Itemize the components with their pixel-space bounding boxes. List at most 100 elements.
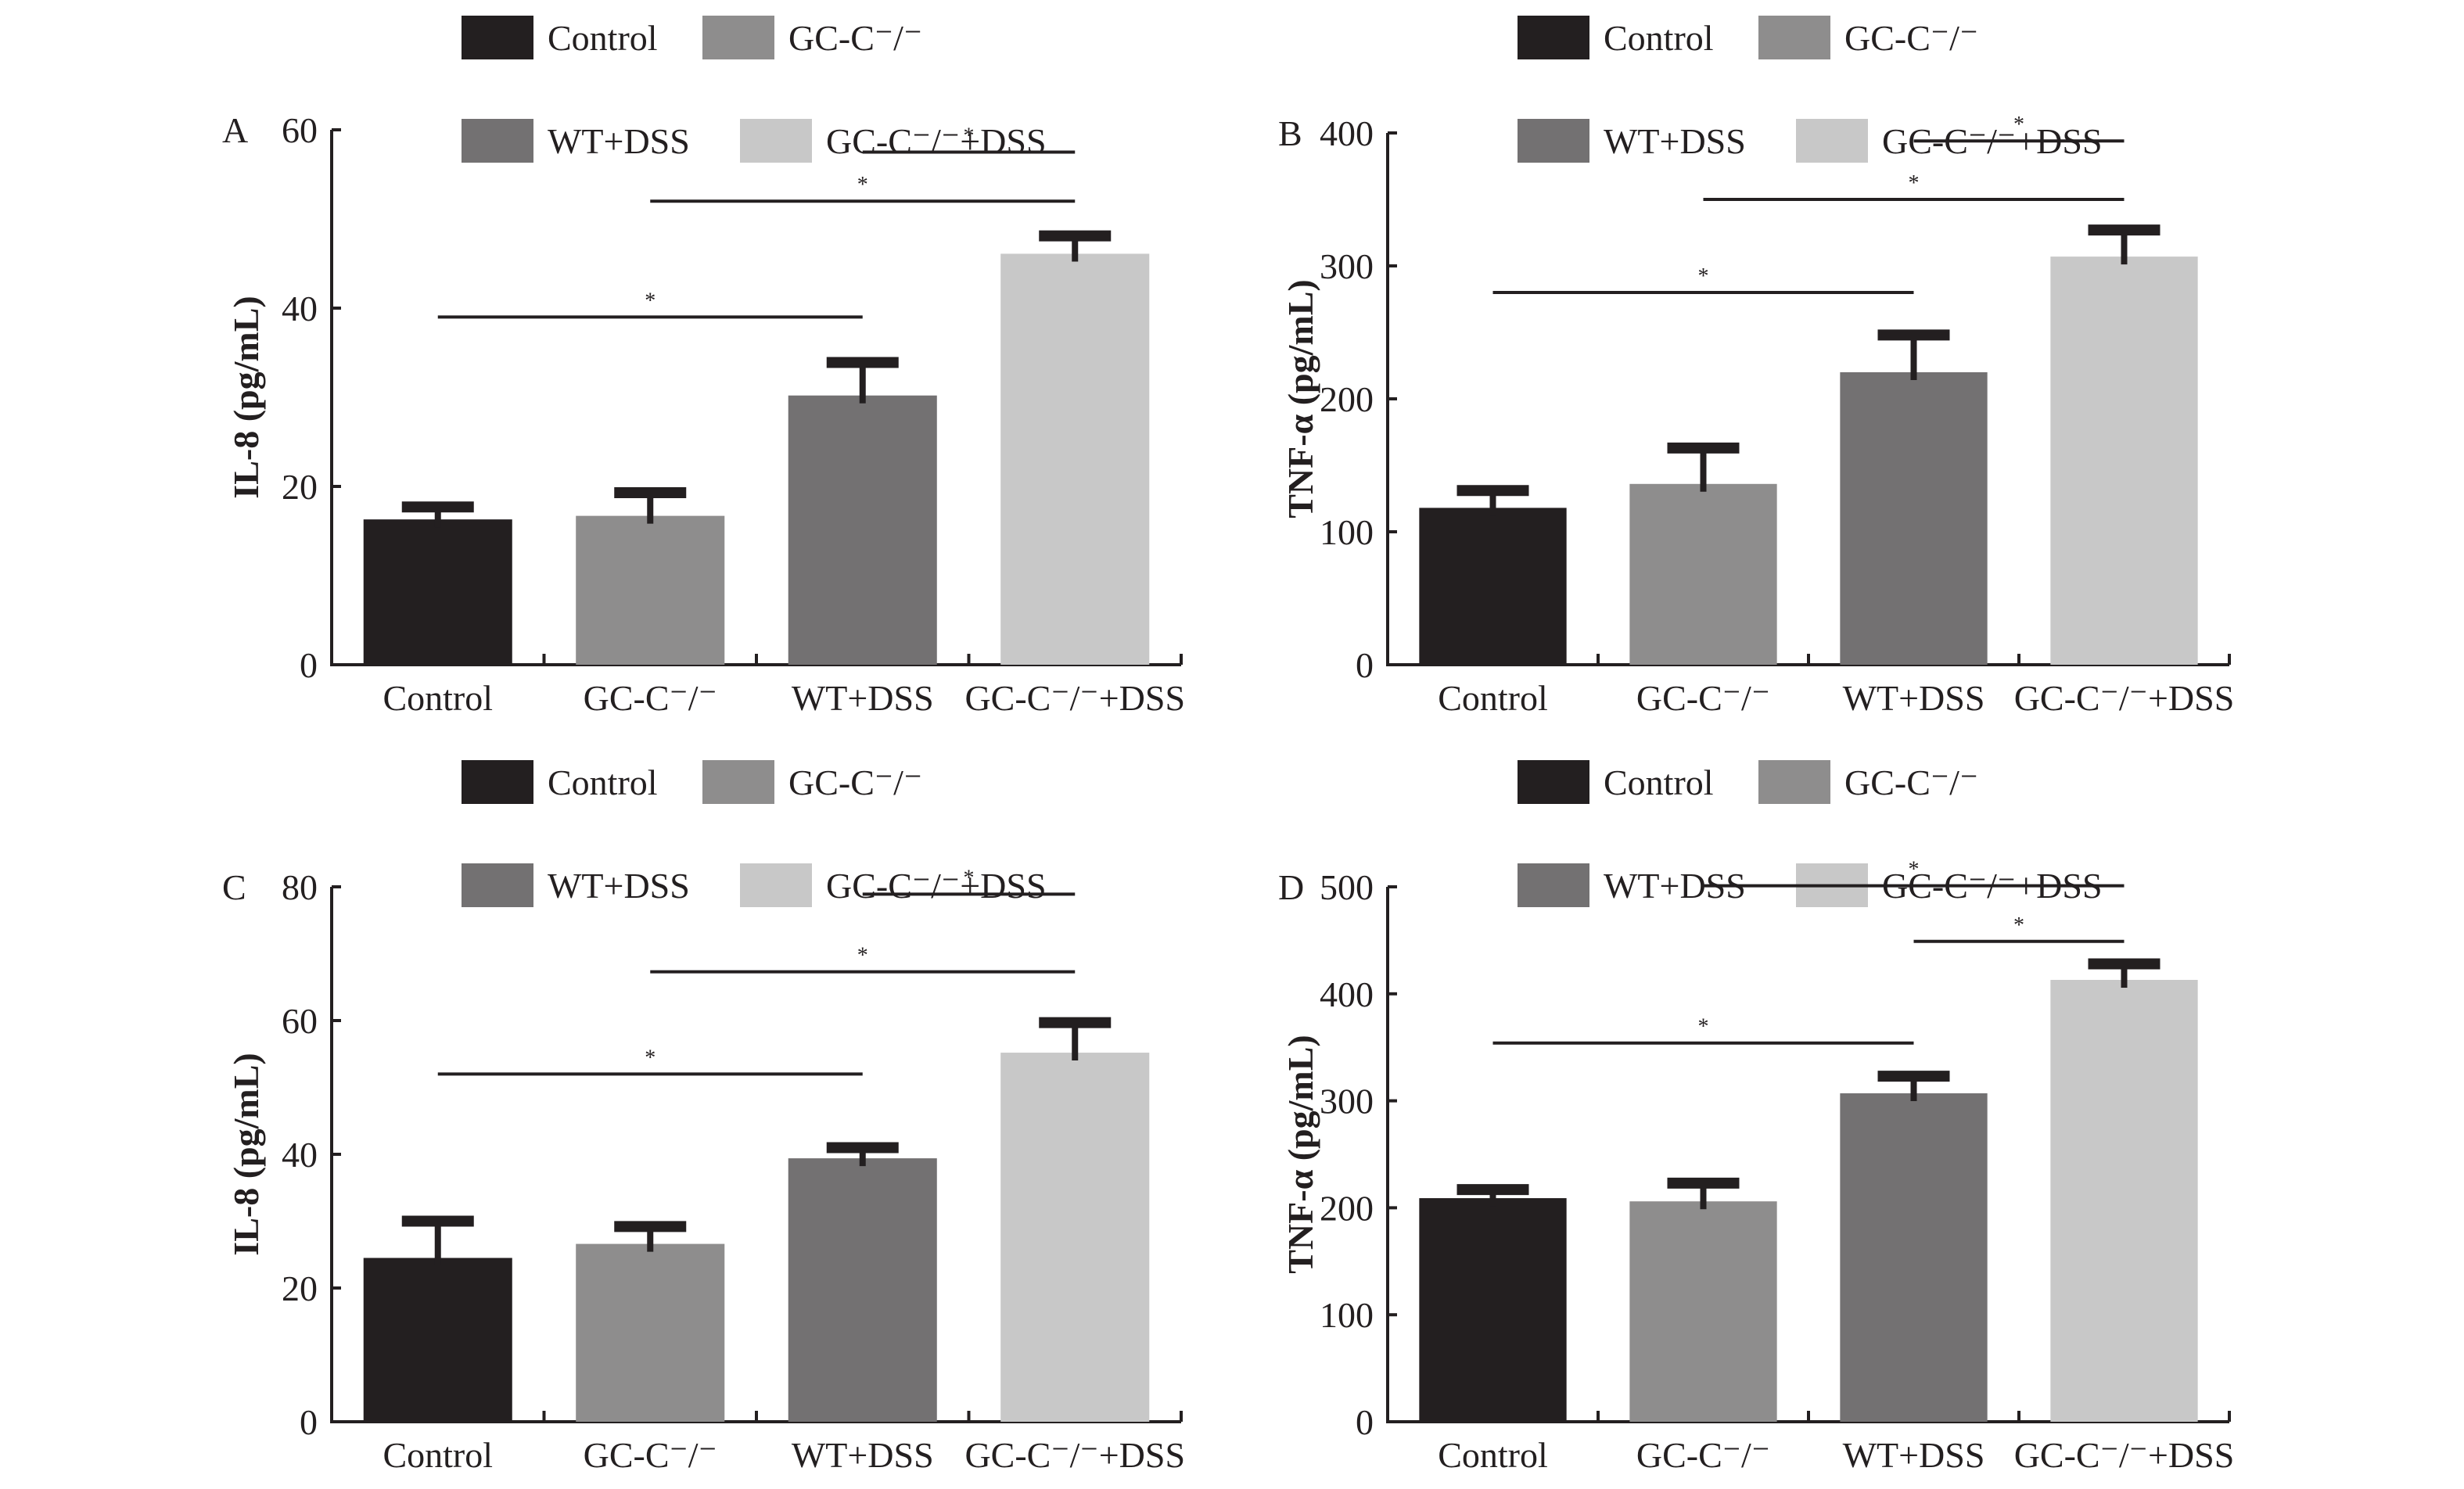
y-tick-label: 300 [1320, 1082, 1374, 1121]
legend-item: Control [1518, 16, 1714, 59]
panel-letter: C [222, 867, 246, 907]
bar [2050, 980, 2198, 1422]
legend-swatch [740, 863, 812, 907]
x-tick-label: Control [383, 678, 493, 718]
legend-item: WT+DSS [1518, 119, 1746, 163]
legend: Control GC-C⁻/⁻ WT+DSS GC-C⁻/⁻+DSS [462, 16, 1047, 163]
legend-label: GC-C⁻/⁻ [1844, 18, 1978, 58]
legend-item: Control [462, 16, 658, 59]
y-tick-label: 500 [1320, 867, 1374, 907]
legend-item: GC-C⁻/⁻ [702, 16, 922, 59]
y-tick-label: 0 [1356, 645, 1374, 685]
y-tick-label: 20 [282, 467, 318, 507]
bar [788, 1158, 937, 1422]
y-axis-label: IL-8 (pg/mL) [226, 1053, 266, 1255]
significance-star: * [1698, 1015, 1709, 1039]
legend-swatch [702, 760, 774, 804]
legend-item: GC-C⁻/⁻+DSS [740, 119, 1047, 163]
significance-star: * [964, 124, 975, 149]
x-tick-label: Control [383, 1435, 493, 1475]
x-tick-label: Control [1438, 1435, 1548, 1475]
legend-swatch [740, 119, 812, 163]
x-tick-label: GC-C⁻/⁻ [584, 678, 717, 718]
legend-item: GC-C⁻/⁻+DSS [740, 863, 1047, 907]
x-tick-label: WT+DSS [792, 678, 934, 718]
y-tick-label: 0 [300, 1402, 318, 1442]
legend: Control GC-C⁻/⁻WT+DSS GC-C⁻/⁻+DSS [1518, 16, 2103, 163]
legend: Control GC-C⁻/⁻ WT+DSS GC-C⁻/⁻+DSS [462, 760, 1047, 907]
bar [576, 1243, 725, 1422]
significance-star: * [1909, 171, 1920, 196]
y-tick-label: 80 [282, 867, 318, 907]
y-tick-label: 20 [282, 1268, 318, 1308]
x-tick-label: WT+DSS [792, 1435, 934, 1475]
bar [576, 515, 725, 665]
bar [1840, 372, 1988, 665]
significance-star: * [857, 944, 868, 968]
y-tick-label: 100 [1320, 512, 1374, 552]
panel-letter: B [1278, 113, 1302, 153]
significance-star: * [645, 1046, 656, 1070]
x-tick-label: GC-C⁻/⁻ [1636, 678, 1770, 718]
bar [363, 519, 512, 665]
significance-star: * [2013, 113, 2024, 137]
bar [363, 1258, 512, 1422]
x-tick-label: GC-C⁻/⁻ [1636, 1435, 1770, 1475]
legend-swatch [1758, 760, 1830, 804]
y-tick-label: 0 [1356, 1402, 1374, 1442]
x-tick-label: WT+DSS [1843, 1435, 1985, 1475]
significance-star: * [645, 289, 656, 313]
bar [1840, 1093, 1988, 1422]
legend-swatch [462, 16, 533, 59]
legend-swatch [702, 16, 774, 59]
legend-label: GC-C⁻/⁻ [788, 18, 922, 58]
legend-swatch [1518, 760, 1589, 804]
x-tick-label: WT+DSS [1843, 678, 1985, 718]
legend-swatch [1758, 16, 1830, 59]
legend-item: Control [462, 760, 658, 804]
legend-item: WT+DSS [462, 119, 690, 163]
x-tick-label: GC-C⁻/⁻+DSS [964, 678, 1185, 718]
legend-swatch [1518, 119, 1589, 163]
y-tick-label: 400 [1320, 974, 1374, 1014]
legend-swatch [462, 863, 533, 907]
panel-letter: A [222, 110, 248, 150]
y-tick-label: 60 [282, 1001, 318, 1041]
y-tick-label: 100 [1320, 1295, 1374, 1335]
legend-label: WT+DSS [548, 121, 690, 161]
x-tick-label: GC-C⁻/⁻+DSS [2014, 678, 2235, 718]
legend-label: Control [548, 762, 658, 802]
y-tick-label: 400 [1320, 113, 1374, 153]
y-tick-label: 0 [300, 645, 318, 685]
legend-swatch [1796, 119, 1868, 163]
x-tick-label: GC-C⁻/⁻ [584, 1435, 717, 1475]
y-axis-label: TNF-α (pg/mL) [1280, 1035, 1320, 1274]
y-tick-label: 40 [282, 1135, 318, 1175]
y-tick-label: 40 [282, 289, 318, 328]
x-tick-label: GC-C⁻/⁻+DSS [964, 1435, 1185, 1475]
legend-label: GC-C⁻/⁻ [788, 762, 922, 802]
panel-letter: D [1278, 867, 1304, 907]
y-axis-label: IL-8 (pg/mL) [226, 296, 266, 498]
bar [788, 395, 937, 665]
bar [1000, 1053, 1150, 1422]
y-tick-label: 60 [282, 110, 318, 150]
legend-label: Control [1604, 762, 1714, 802]
legend-swatch [1518, 16, 1589, 59]
legend-label: WT+DSS [1604, 121, 1746, 161]
bar [1419, 1198, 1567, 1422]
legend-swatch [1518, 863, 1589, 907]
legend-label: GC-C⁻/⁻ [1844, 762, 1978, 802]
legend-label: WT+DSS [548, 866, 690, 906]
legend-item: GC-C⁻/⁻ [1758, 16, 1978, 59]
y-tick-label: 200 [1320, 1188, 1374, 1228]
bar [1000, 253, 1150, 666]
bar [1419, 508, 1567, 665]
significance-star: * [857, 173, 868, 197]
y-tick-label: 200 [1320, 379, 1374, 419]
legend-label: Control [1604, 18, 1714, 58]
legend-item: GC-C⁻/⁻ [702, 760, 922, 804]
legend-label: GC-C⁻/⁻+DSS [826, 121, 1047, 161]
panel-b: Control GC-C⁻/⁻ WT+DSS GC-C⁻/⁻+DSS 0 100 200 30… [1278, 16, 2234, 718]
